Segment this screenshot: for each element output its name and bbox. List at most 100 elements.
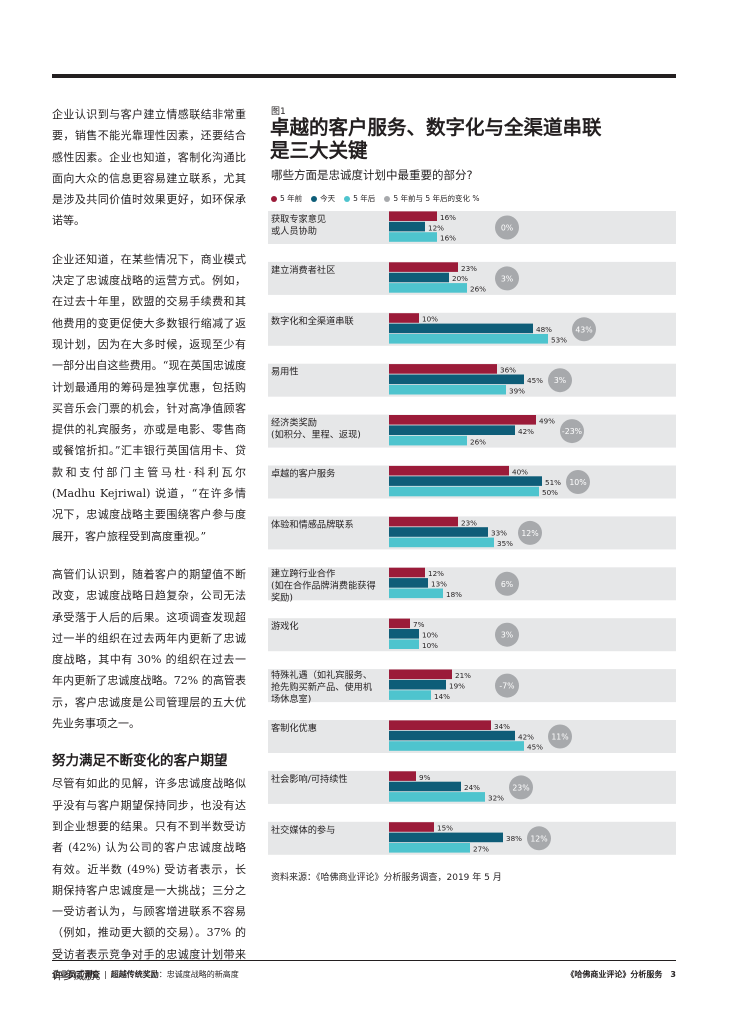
- bar: [389, 425, 515, 435]
- row-background: [268, 618, 676, 652]
- bar: [389, 588, 443, 599]
- bar: [389, 384, 506, 395]
- legend-dot-icon: [344, 195, 351, 202]
- body-paragraph: 企业还知道，在某些情况下，商业模式决定了忠诚度战略的运营方式。例如，在过去十年里…: [52, 252, 246, 543]
- bar-value-label: 51%: [545, 478, 561, 487]
- category-label: 卓越的客户服务: [271, 468, 335, 480]
- change-label: 6%: [501, 580, 513, 589]
- bar: [389, 272, 449, 283]
- bar: [389, 211, 437, 221]
- change-circle: [566, 470, 590, 494]
- change-label: -7%: [499, 682, 514, 691]
- bar: [389, 435, 467, 446]
- bar-value-label: 10%: [422, 631, 438, 640]
- change-label: 11%: [551, 733, 568, 742]
- bar-value-label: 40%: [512, 467, 528, 476]
- change-label: 3%: [501, 274, 513, 283]
- bar-value-label: 48%: [536, 325, 552, 334]
- chart-row: 社交媒体的参与 15% 38% 27% 12%: [268, 821, 676, 855]
- bar-value-label: 23%: [461, 518, 477, 527]
- bar-value-label: 45%: [527, 743, 543, 752]
- legend-dot-icon: [311, 195, 318, 202]
- body-paragraph: 尽管有如此的见解，许多忠诚度战略似乎没有与客户期望保持同步，也没有达到企业想要的…: [52, 777, 246, 982]
- change-circle: [560, 419, 584, 444]
- category-label: 客制化优惠: [271, 722, 317, 734]
- category-label: 奖励): [271, 591, 293, 603]
- change-circle: [495, 622, 519, 647]
- bar: [389, 537, 494, 548]
- bar: [389, 690, 431, 700]
- legend-label: 今天: [320, 194, 336, 203]
- change-label: 12%: [530, 834, 547, 843]
- category-label: 场休息室): [271, 693, 311, 705]
- bar-value-label: 36%: [500, 366, 516, 375]
- body-paragraph: 高管们认识到，随着客户的期望值不断改变，忠诚度战略日趋复杂，公司无法承受落于人后…: [52, 567, 246, 731]
- bar-value-label: 12%: [428, 569, 444, 578]
- bar: [389, 822, 434, 832]
- bar: [389, 669, 452, 680]
- chart-row: 体验和情感品牌联系 23% 33%35% 12%: [268, 516, 676, 550]
- figure-title-line: 是三大关键: [270, 139, 368, 162]
- chart-legend: 5 年前 今天 5 年后 5 年前与 5 年后的变化 %: [271, 193, 489, 204]
- change-circle: [527, 826, 551, 851]
- figure-source: 资料来源：《哈佛商业评论》分析服务调查，2019 年 5 月: [271, 873, 502, 883]
- category-label: 建立跨行业合作: [271, 567, 335, 579]
- chart-row: 数字化和全渠道串联 10% 48% 53% 43%: [268, 312, 676, 346]
- bar-value-label: 19%: [449, 681, 465, 690]
- change-circle: [495, 673, 519, 698]
- bar-value-label: 34%: [494, 722, 510, 731]
- bar: [389, 741, 524, 751]
- change-circle: [518, 520, 542, 545]
- bar-value-label: 16%: [440, 213, 456, 222]
- bar: [389, 720, 491, 730]
- bar-value-label: 53%: [551, 336, 567, 345]
- bar: [389, 283, 467, 293]
- chart-row: 游戏化 7% 10%10% 3%: [268, 618, 676, 652]
- footer-publisher-name: 《哈佛商业评论》分析服务: [566, 970, 663, 979]
- bar-value-label: 42%: [518, 732, 534, 741]
- legend-dot-icon: [384, 195, 391, 202]
- category-label: 建立消费者社区: [271, 264, 335, 276]
- bar-value-label: 33%: [491, 529, 507, 538]
- legend-label: 5 年前: [280, 194, 303, 203]
- bar-value-label: 18%: [446, 590, 462, 599]
- footer-rule: [52, 960, 676, 961]
- legend-label: 5 年前与 5 年后的变化 %: [393, 194, 480, 203]
- bar: [389, 476, 542, 486]
- change-label: 43%: [575, 325, 592, 334]
- footer-publisher: 《哈佛商业评论》分析服务 3: [566, 969, 676, 980]
- footer-report-subtitle: ：忠诚度战略的新高度: [158, 970, 239, 979]
- bar-value-label: 10%: [422, 641, 438, 650]
- footer-report-title: 超越传统奖励: [110, 970, 159, 979]
- category-label: (如积分、里程、返现): [271, 429, 361, 441]
- bar: [389, 567, 425, 578]
- change-label: 23%: [512, 783, 529, 792]
- bar: [389, 639, 419, 649]
- category-label: 获取专家意见: [271, 213, 326, 225]
- bar: [389, 792, 485, 802]
- bar-value-label: 24%: [464, 783, 480, 792]
- bar-value-label: 14%: [434, 692, 450, 701]
- change-label: 10%: [569, 478, 586, 487]
- bar-value-label: 23%: [461, 264, 477, 273]
- bar: [389, 334, 548, 344]
- bar-value-label: 27%: [473, 845, 489, 854]
- chart-row: 社会影响/可持续性 9% 24% 32% 23%: [268, 770, 676, 804]
- change-label: 12%: [521, 529, 538, 538]
- bar: [389, 486, 539, 497]
- change-circle: [572, 317, 596, 342]
- chart-row: 建立消费者社区 23%20%26% 3%: [268, 261, 676, 295]
- bar: [389, 832, 503, 843]
- bar: [389, 578, 428, 588]
- bar-value-label: 16%: [440, 234, 456, 243]
- bar-value-label: 32%: [488, 794, 504, 803]
- chart-row: 经济类奖励(如积分、里程、返现) 49% 42% 26% -23%: [268, 414, 676, 448]
- bar-value-label: 7%: [413, 620, 425, 629]
- figure-title: 卓越的客户服务、数字化与全渠道串联 是三大关键: [270, 116, 690, 162]
- chart-row: 卓越的客户服务 40% 51%50% 10%: [268, 465, 676, 499]
- category-label: 特殊礼遇（如礼宾服务、: [271, 669, 372, 681]
- bar: [389, 771, 416, 781]
